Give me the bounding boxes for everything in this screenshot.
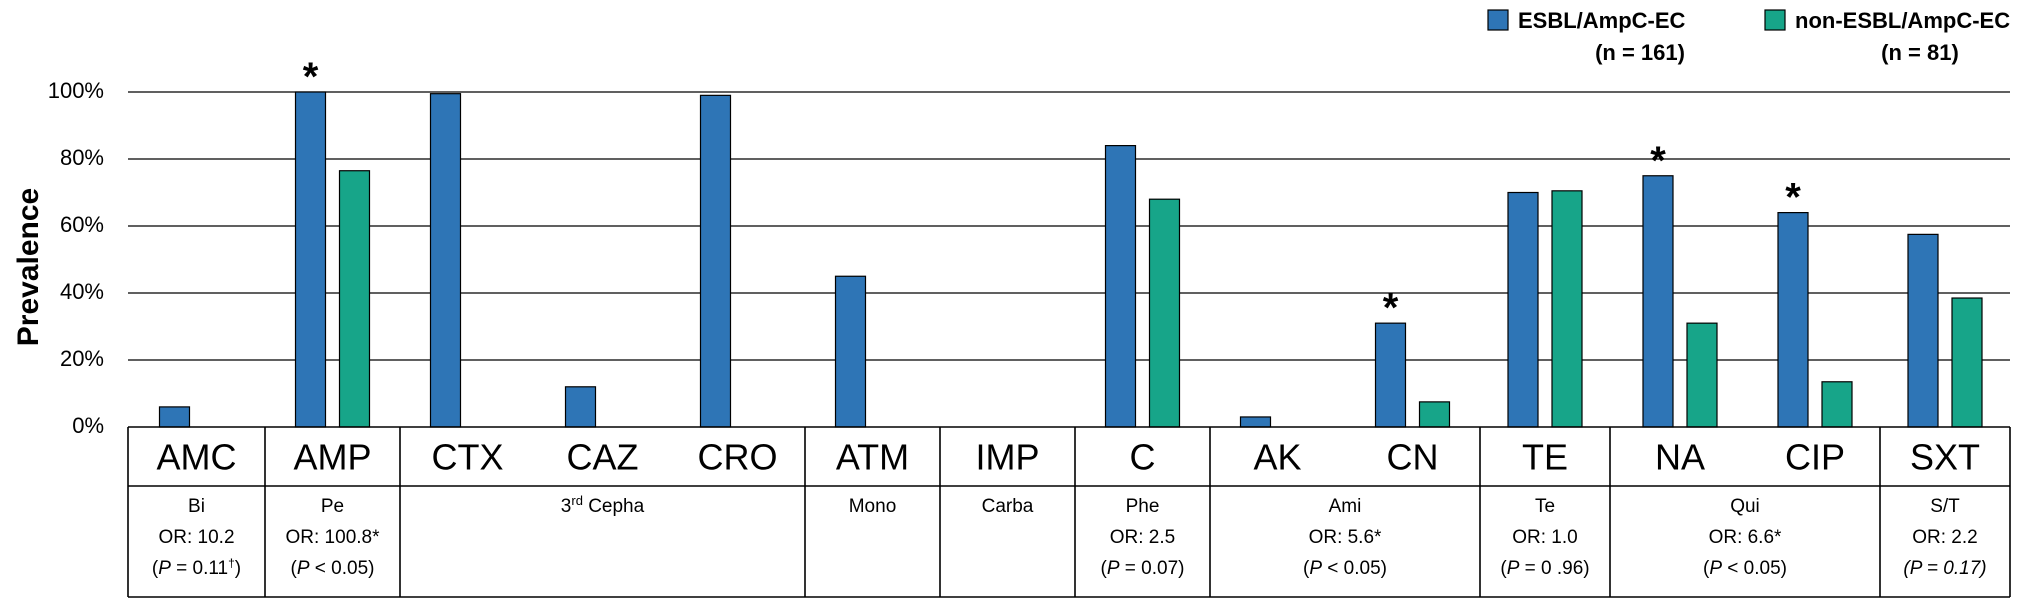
p-value: (P = 0 .96) — [1500, 558, 1589, 579]
group-name: S/T — [1930, 496, 1960, 517]
legend-swatch — [1764, 9, 1786, 31]
significance-marker: * — [1785, 176, 1801, 220]
p-value: (P < 0.05) — [291, 558, 375, 579]
legend-swatch — [1487, 9, 1509, 31]
y-tick-labels: 0% 20% 40% 60% 80% 100% — [48, 78, 104, 438]
p-value: (P = 0.11†) — [152, 556, 241, 579]
odds-ratio: OR: 1.0 — [1512, 527, 1577, 548]
bar-non-esbl-ampc-ec-c — [1148, 198, 1181, 428]
category-label: TE — [1522, 437, 1568, 478]
group-name: Ami — [1329, 496, 1362, 517]
category-label: SXT — [1910, 437, 1980, 478]
y-tick-label: 100% — [48, 78, 104, 103]
bar-esbl-ampc-ec-cro — [699, 94, 732, 428]
bar-esbl-ampc-ec-cn — [1374, 322, 1407, 428]
group-name: Phe — [1126, 496, 1160, 517]
category-label: CTX — [432, 437, 504, 478]
y-tick-label: 80% — [60, 145, 104, 170]
p-value: (P < 0.05) — [1303, 558, 1387, 579]
category-label: C — [1130, 437, 1156, 478]
group-name: Bi — [188, 496, 205, 517]
legend-n: (n = 81) — [1881, 40, 1959, 65]
bar-non-esbl-ampc-ec-cn — [1418, 401, 1451, 428]
bar-esbl-ampc-ec-ctx — [429, 93, 462, 428]
bar-non-esbl-ampc-ec-amp — [338, 170, 371, 428]
bar-esbl-ampc-ec-na — [1642, 175, 1674, 428]
category-label: CN — [1387, 437, 1439, 478]
p-value: (P = 0.17) — [1903, 558, 1986, 579]
significance-marker: * — [1383, 286, 1399, 330]
bar-esbl-ampc-ec-sxt — [1907, 233, 1939, 428]
group-name: Mono — [849, 496, 897, 517]
y-tick-label: 60% — [60, 212, 104, 237]
category-label: AK — [1253, 437, 1301, 478]
group-name: Qui — [1730, 496, 1760, 517]
legend-n: (n = 161) — [1595, 40, 1685, 65]
odds-ratio: OR: 10.2 — [158, 527, 234, 548]
bar-non-esbl-ampc-ec-na — [1686, 322, 1718, 428]
bar-esbl-ampc-ec-amp — [294, 91, 327, 428]
y-tick-label: 20% — [60, 346, 104, 371]
group-name: Te — [1535, 496, 1555, 517]
bar-non-esbl-ampc-ec-cip — [1821, 381, 1853, 428]
group-name: Carba — [982, 496, 1034, 517]
bar-esbl-ampc-ec-atm — [834, 275, 867, 428]
odds-ratio: OR: 2.5 — [1110, 527, 1175, 548]
significance-marker: * — [303, 55, 319, 99]
bar-esbl-ampc-ec-te — [1507, 191, 1539, 428]
odds-ratio: OR: 2.2 — [1912, 527, 1977, 548]
bar-esbl-ampc-ec-cip — [1777, 212, 1809, 428]
category-label: CAZ — [567, 437, 639, 478]
category-label: CRO — [698, 437, 778, 478]
p-value: (P = 0.07) — [1101, 558, 1185, 579]
category-label: CIP — [1785, 437, 1845, 478]
bar-non-esbl-ampc-ec-te — [1551, 190, 1583, 428]
bar-esbl-ampc-ec-caz — [564, 386, 597, 428]
category-table: AMC AMP CTX CAZ CRO ATM IMP C AK CN TE NA CIP SXT Bi OR… — [127, 426, 2011, 598]
bars — [158, 91, 1983, 428]
p-value: (P < 0.05) — [1703, 558, 1787, 579]
category-label: AMC — [157, 437, 237, 478]
significance-markers: * * * * — [303, 55, 1802, 330]
y-tick-label: 40% — [60, 279, 104, 304]
group-name: Pe — [321, 496, 344, 517]
odds-ratio: OR: 5.6* — [1309, 527, 1382, 548]
legend-label: ESBL/AmpC-EC — [1518, 8, 1686, 33]
odds-ratio: OR: 6.6* — [1709, 527, 1782, 548]
gridlines — [128, 91, 2010, 361]
group-name: 3rd Cepha — [561, 493, 645, 518]
bar-esbl-ampc-ec-amc — [158, 406, 191, 428]
bar-esbl-ampc-ec-c — [1104, 145, 1137, 428]
category-label: NA — [1655, 437, 1705, 478]
category-label: IMP — [975, 437, 1039, 478]
significance-marker: * — [1650, 139, 1666, 183]
bar-esbl-ampc-ec-ak — [1239, 416, 1272, 428]
legend-label: non-ESBL/AmpC-EC — [1795, 8, 2010, 33]
odds-ratio: OR: 100.8* — [286, 527, 381, 548]
category-label: AMP — [293, 437, 371, 478]
y-tick-label: 0% — [72, 413, 104, 438]
y-axis-title: Prevalence — [12, 188, 45, 346]
bar-non-esbl-ampc-ec-sxt — [1951, 297, 1983, 428]
category-label: ATM — [836, 437, 909, 478]
legend: ESBL/AmpC-EC (n = 161) non-ESBL/AmpC-EC (n … — [1487, 8, 2010, 65]
